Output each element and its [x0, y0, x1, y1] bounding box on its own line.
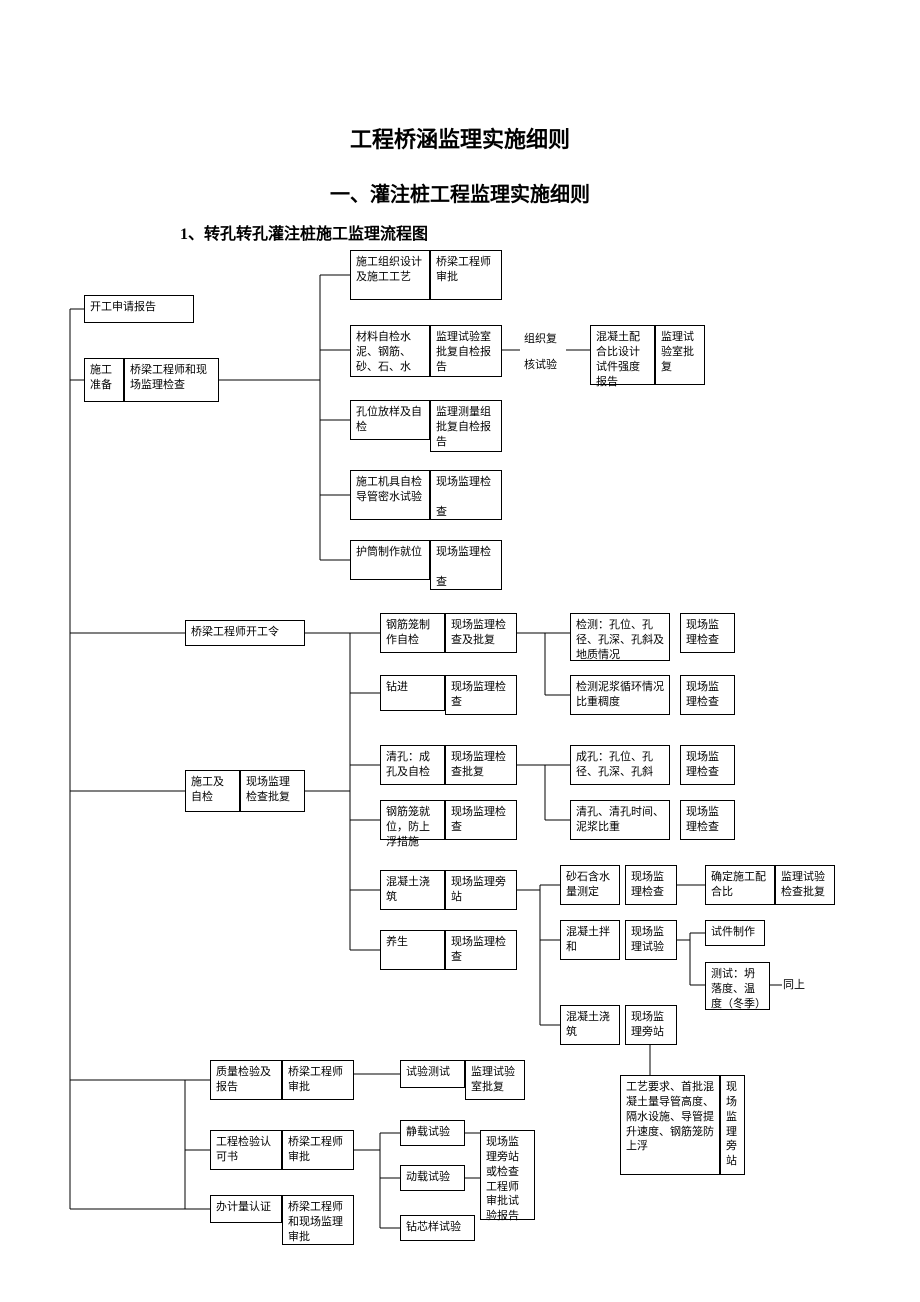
box-c5a: 混凝土浇筑	[380, 870, 445, 910]
box-e1b: 桥梁工程师审批	[282, 1060, 354, 1100]
txt-c6g: 同上	[783, 978, 805, 993]
box-b5b: 现场监理检查	[430, 540, 502, 590]
box-d0a: 施工及自检	[185, 770, 240, 812]
box-b3a: 孔位放样及自检	[350, 400, 430, 440]
box-e2a: 工程检验认可书	[210, 1130, 282, 1170]
flowchart-page: 工程桥涵监理实施细则 一、灌注桩工程监理实施细则 1、转孔转孔灌注桩施工监理流程…	[0, 0, 920, 1302]
box-c1a: 钢筋笼制作自检	[380, 613, 445, 653]
box-c2d: 现场监理检查	[680, 675, 735, 715]
box-c4a: 钢筋笼就位，防上浮措施	[380, 800, 445, 840]
box-c2b: 现场监理检查	[445, 675, 517, 715]
box-d0b: 现场监理检查批复	[240, 770, 305, 812]
box-c6d: 现场监理试验	[625, 920, 677, 960]
box-c0: 桥梁工程师开工令	[185, 620, 305, 646]
box-c5f: 监理试验检查批复	[775, 865, 835, 905]
box-b2f: 监理试验室批复	[655, 325, 705, 385]
box-e1d: 监理试验室批复	[465, 1060, 525, 1100]
box-apply-report: 开工申请报告	[84, 295, 194, 323]
box-c3a: 清孔：成孔及自检	[380, 745, 445, 785]
box-c2c: 检测泥浆循环情况比重稠度	[570, 675, 670, 715]
box-b4a: 施工机具自检导管密水试验	[350, 470, 430, 520]
box-c1b: 现场监理检查及批复	[445, 613, 517, 653]
box-c4c: 清孔、清孔时间、泥浆比重	[570, 800, 670, 840]
box-e1c: 试验测试	[400, 1060, 465, 1088]
title-sub: 1、转孔转孔灌注桩施工监理流程图	[180, 220, 428, 244]
box-c6e: 试件制作	[705, 920, 765, 946]
box-c2a: 钻进	[380, 675, 445, 711]
box-c6c: 混凝土拌和	[560, 920, 620, 960]
box-c6a: 养生	[380, 930, 445, 970]
box-b2a: 材料自检水泥、钢筋、砂、石、水	[350, 325, 430, 377]
box-c5c: 砂石含水量测定	[560, 865, 620, 905]
box-c3b: 现场监理检查批复	[445, 745, 517, 785]
box-e2b: 桥梁工程师审批	[282, 1130, 354, 1170]
title-section: 一、灌注桩工程监理实施细则	[0, 178, 920, 207]
box-b3b: 监理测量组批复自检报告	[430, 400, 502, 452]
box-e4c: 钻芯样试验	[400, 1215, 475, 1241]
box-c5b: 现场监理旁站	[445, 870, 517, 910]
box-b1b: 桥梁工程师审批	[430, 250, 502, 300]
box-c7a: 混凝土浇筑	[560, 1005, 620, 1045]
title-main: 工程桥涵监理实施细则	[0, 122, 920, 154]
box-c4d: 现场监理检查	[680, 800, 735, 840]
box-c3d: 现场监理检查	[680, 745, 735, 785]
box-c6b: 现场监理检查	[445, 930, 517, 970]
box-c3c: 成孔：孔位、孔径、孔深、孔斜	[570, 745, 670, 785]
box-c4b: 现场监理检查	[445, 800, 517, 840]
box-c6f: 测试：坍落度、温度（冬季）	[705, 962, 770, 1010]
box-b2b: 监理试验室批复自检报告	[430, 325, 502, 377]
box-c1c: 检测：孔位、孔径、孔深、孔斜及地质情况	[570, 613, 670, 661]
box-e2d: 现场监理旁站或检查工程师审批试验报告	[480, 1130, 535, 1220]
box-c5d: 现场监理检查	[625, 865, 677, 905]
box-e3a: 办计量认证	[210, 1195, 282, 1223]
box-prep: 施工准备	[84, 358, 124, 402]
box-b4b: 现场监理检查	[430, 470, 502, 520]
txt-b2d: 核试验	[524, 358, 557, 373]
box-b2e: 混凝土配合比设计试件强度报告	[590, 325, 655, 385]
box-c7b: 现场监理旁站	[625, 1005, 677, 1045]
box-f1: 工艺要求、首批混凝土量导管高度、隔水设施、导管提升速度、钢筋笼防上浮	[620, 1075, 720, 1175]
box-e1a: 质量检验及报告	[210, 1060, 282, 1100]
box-e2c: 静载试验	[400, 1120, 465, 1146]
txt-b2c: 组织复	[524, 332, 557, 347]
box-e3c: 动载试验	[400, 1165, 465, 1191]
box-e3b: 桥梁工程师和现场监理审批	[282, 1195, 354, 1245]
box-f2: 现场监理旁站	[720, 1075, 745, 1175]
box-c5e: 确定施工配合比	[705, 865, 775, 905]
box-b5a: 护筒制作就位	[350, 540, 430, 580]
box-b1a: 施工组织设计及施工工艺	[350, 250, 430, 300]
box-c1d: 现场监理检查	[680, 613, 735, 653]
box-prep-check: 桥梁工程师和现场监理检查	[124, 358, 219, 402]
